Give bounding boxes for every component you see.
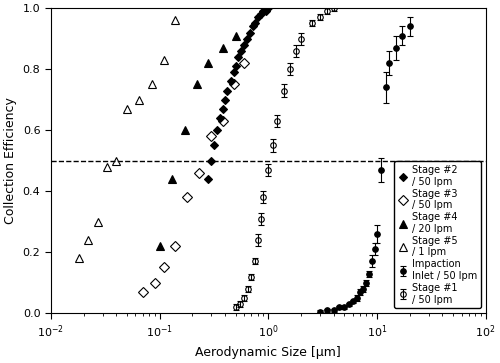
Y-axis label: Collection Efficiency: Collection Efficiency: [4, 97, 17, 224]
Stage #2
/ 50 lpm: [228, 79, 234, 83]
Stage #3
/ 50 lpm: [161, 265, 167, 270]
Stage #2
/ 50 lpm: [250, 24, 256, 29]
Stage #2
/ 50 lpm: [238, 49, 244, 53]
Stage #5
/ 1 lpm: [85, 238, 91, 242]
Line: Stage #4
/ 20 lpm: Stage #4 / 20 lpm: [156, 32, 240, 250]
Stage #2
/ 50 lpm: [208, 159, 214, 163]
Stage #5
/ 1 lpm: [124, 107, 130, 111]
Line: Stage #2
/ 50 lpm: Stage #2 / 50 lpm: [206, 5, 271, 182]
Stage #3
/ 50 lpm: [140, 290, 145, 294]
Line: Stage #3
/ 50 lpm: Stage #3 / 50 lpm: [140, 60, 248, 295]
Stage #3
/ 50 lpm: [184, 195, 190, 200]
Stage #2
/ 50 lpm: [241, 42, 247, 47]
Stage #4
/ 20 lpm: [220, 46, 226, 50]
X-axis label: Aerodynamic Size [μm]: Aerodynamic Size [μm]: [196, 346, 341, 359]
Stage #5
/ 1 lpm: [104, 165, 110, 169]
Stage #2
/ 50 lpm: [224, 88, 230, 93]
Stage #3
/ 50 lpm: [196, 171, 202, 175]
Stage #2
/ 50 lpm: [205, 177, 211, 181]
Stage #5
/ 1 lpm: [149, 82, 155, 87]
Stage #4
/ 20 lpm: [232, 33, 238, 38]
Stage #2
/ 50 lpm: [263, 9, 269, 13]
Stage #5
/ 1 lpm: [136, 98, 142, 102]
Stage #2
/ 50 lpm: [258, 12, 264, 16]
Stage #2
/ 50 lpm: [217, 116, 223, 120]
Stage #3
/ 50 lpm: [241, 61, 247, 65]
Stage #2
/ 50 lpm: [214, 128, 220, 132]
Stage #5
/ 1 lpm: [114, 159, 119, 163]
Stage #3
/ 50 lpm: [230, 82, 236, 87]
Line: Stage #5
/ 1 lpm: Stage #5 / 1 lpm: [74, 16, 180, 262]
Stage #3
/ 50 lpm: [172, 244, 178, 248]
Stage #4
/ 20 lpm: [156, 244, 162, 248]
Stage #2
/ 50 lpm: [266, 6, 272, 10]
Stage #3
/ 50 lpm: [220, 119, 226, 123]
Stage #2
/ 50 lpm: [254, 15, 260, 20]
Stage #2
/ 50 lpm: [252, 21, 258, 26]
Stage #2
/ 50 lpm: [212, 143, 218, 148]
Stage #4
/ 20 lpm: [169, 177, 175, 181]
Legend: Stage #2
/ 50 lpm, Stage #3
/ 50 lpm, Stage #4
/ 20 lpm, Stage #5
/ 1 lpm, Impac: Stage #2 / 50 lpm, Stage #3 / 50 lpm, St…: [394, 161, 481, 309]
Stage #4
/ 20 lpm: [194, 82, 200, 87]
Stage #5
/ 1 lpm: [95, 220, 101, 224]
Stage #2
/ 50 lpm: [247, 30, 253, 35]
Stage #5
/ 1 lpm: [172, 18, 178, 23]
Stage #4
/ 20 lpm: [182, 128, 188, 132]
Stage #2
/ 50 lpm: [222, 98, 228, 102]
Stage #2
/ 50 lpm: [232, 64, 238, 68]
Stage #2
/ 50 lpm: [220, 107, 226, 111]
Stage #2
/ 50 lpm: [236, 55, 242, 59]
Stage #2
/ 50 lpm: [230, 70, 236, 74]
Stage #5
/ 1 lpm: [161, 58, 167, 62]
Stage #3
/ 50 lpm: [208, 134, 214, 138]
Stage #4
/ 20 lpm: [205, 61, 211, 65]
Stage #5
/ 1 lpm: [76, 256, 82, 261]
Stage #2
/ 50 lpm: [244, 37, 250, 41]
Stage #3
/ 50 lpm: [152, 281, 158, 285]
Stage #2
/ 50 lpm: [260, 9, 266, 13]
